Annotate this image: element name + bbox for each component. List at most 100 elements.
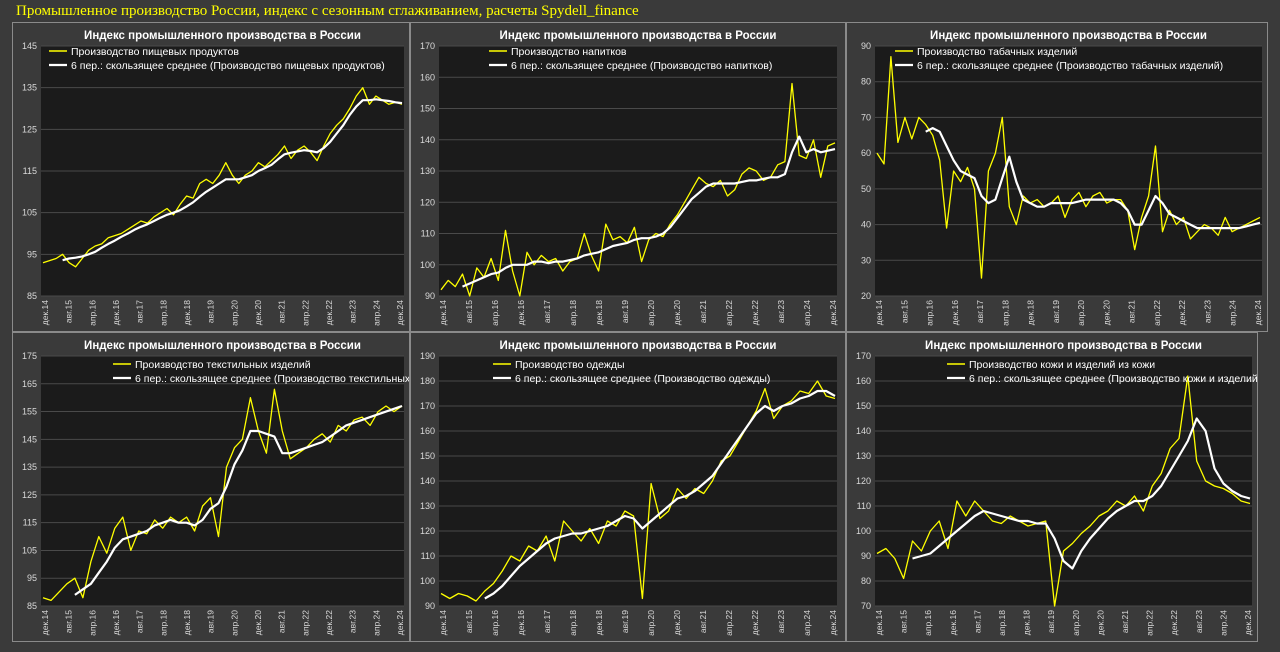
y-tick-label: 105	[22, 545, 37, 555]
x-tick-label: авг.15	[899, 610, 909, 633]
x-tick-label: авг.17	[135, 300, 145, 323]
x-tick-label: авг.19	[620, 300, 630, 323]
y-tick-label: 95	[27, 573, 37, 583]
x-tick-label: апр.20	[229, 300, 239, 326]
x-tick-label: дек.14	[438, 300, 448, 325]
legend-entry: 6 пер.: скользящее среднее (Производство…	[917, 60, 1223, 72]
x-tick-label: авг.23	[1202, 300, 1212, 323]
legend-entry: Производство кожи и изделий из кожи	[969, 359, 1155, 371]
series-line-moving-average	[74, 404, 403, 596]
chart-title: Индекс промышленного производства в Росс…	[500, 30, 777, 42]
x-tick-label: дек.22	[750, 610, 760, 635]
y-tick-label: 145	[22, 434, 37, 444]
x-tick-label: дек.16	[111, 610, 121, 635]
legend-entry: 6 пер.: скользящее среднее (Производство…	[135, 373, 409, 385]
x-tick-label: дек.24	[828, 610, 838, 635]
y-tick-label: 110	[421, 551, 435, 561]
legend-entry: Производство пищевых продуктов	[71, 46, 239, 58]
y-tick-label: 170	[420, 41, 435, 51]
chart-title: Индекс промышленного производства в Росс…	[930, 30, 1207, 42]
x-tick-label: апр.22	[300, 610, 310, 636]
x-tick-label: апр.24	[371, 300, 381, 326]
x-tick-label: авг.17	[135, 610, 145, 633]
series-line-raw	[876, 56, 1261, 279]
y-tick-label: 70	[861, 601, 871, 611]
x-tick-label: дек.16	[111, 300, 121, 325]
y-tick-label: 165	[22, 379, 37, 389]
y-tick-label: 85	[27, 601, 37, 611]
x-tick-label: авг.15	[899, 300, 909, 323]
x-tick-label: авг.21	[1127, 300, 1137, 323]
x-tick-label: апр.20	[229, 610, 239, 636]
y-tick-label: 20	[861, 291, 871, 301]
x-tick-label: апр.16	[923, 610, 933, 636]
y-tick-label: 110	[857, 501, 871, 511]
x-tick-label: авг.23	[776, 300, 786, 323]
x-tick-label: дек.18	[182, 610, 192, 635]
y-tick-label: 130	[420, 501, 435, 511]
y-tick-label: 40	[861, 220, 871, 230]
legend-entry: Производство табачных изделий	[917, 46, 1077, 58]
x-tick-label: дек.24	[395, 300, 405, 325]
y-tick-label: 120	[856, 476, 871, 486]
x-tick-label: авг.21	[1120, 610, 1130, 633]
x-tick-label: апр.22	[1145, 610, 1155, 636]
x-tick-label: дек.16	[948, 610, 958, 635]
x-tick-label: дек.22	[750, 300, 760, 325]
y-tick-label: 80	[861, 576, 871, 586]
y-tick-label: 150	[420, 451, 435, 461]
y-tick-label: 130	[856, 451, 871, 461]
x-tick-label: апр.22	[300, 300, 310, 326]
plot-area	[41, 356, 404, 606]
y-tick-label: 95	[27, 249, 37, 259]
x-tick-label: дек.18	[594, 610, 604, 635]
series-line-raw	[876, 375, 1251, 607]
x-tick-label: дек.20	[672, 610, 682, 635]
y-tick-label: 170	[856, 351, 871, 361]
y-tick-label: 170	[420, 401, 435, 411]
x-tick-label: дек.22	[1177, 300, 1187, 325]
x-tick-label: апр.20	[646, 300, 656, 326]
legend-entry: Производство одежды	[515, 359, 625, 371]
x-tick-label: авг.19	[206, 610, 216, 633]
x-tick-label: авг.15	[464, 300, 474, 323]
chart-title: Индекс промышленного производства в Росс…	[84, 340, 361, 352]
x-tick-label: авг.17	[542, 610, 552, 633]
x-tick-label: апр.20	[646, 610, 656, 636]
x-tick-label: апр.18	[997, 610, 1007, 636]
x-tick-label: дек.16	[950, 300, 960, 325]
chart-title: Индекс промышленного производства в Росс…	[84, 30, 361, 42]
legend-entry: Производство текстильных изделий	[135, 359, 311, 371]
y-tick-label: 180	[420, 376, 435, 386]
x-tick-label: дек.24	[395, 610, 405, 635]
legend-entry: 6 пер.: скользящее среднее (Производство…	[511, 60, 772, 72]
y-tick-label: 100	[420, 576, 435, 586]
x-tick-label: апр.24	[1228, 300, 1238, 326]
y-tick-label: 115	[23, 166, 37, 176]
x-tick-label: апр.22	[724, 300, 734, 326]
x-tick-label: дек.16	[516, 610, 526, 635]
x-tick-label: авг.17	[972, 610, 982, 633]
x-tick-label: авг.19	[206, 300, 216, 323]
legend-entry: Производство напитков	[511, 46, 627, 58]
y-tick-label: 90	[861, 551, 871, 561]
x-tick-label: дек.18	[182, 300, 192, 325]
legend-entry: 6 пер.: скользящее среднее (Производство…	[969, 373, 1257, 385]
x-tick-label: апр.16	[87, 300, 97, 326]
chart-panel-food: Индекс промышленного производства в Росс…	[12, 22, 410, 332]
x-tick-label: дек.20	[253, 300, 263, 325]
x-tick-label: апр.16	[87, 610, 97, 636]
x-tick-label: дек.18	[1022, 610, 1032, 635]
x-tick-label: апр.22	[724, 610, 734, 636]
x-tick-label: дек.14	[40, 300, 50, 325]
x-tick-label: дек.14	[874, 300, 884, 325]
y-tick-label: 125	[22, 490, 37, 500]
y-tick-label: 90	[425, 291, 435, 301]
chart-panel-clothing: Индекс промышленного производства в Росс…	[410, 332, 846, 642]
y-tick-label: 90	[425, 601, 435, 611]
chart-svg: Индекс промышленного производства в Росс…	[420, 30, 838, 326]
x-tick-label: апр.20	[1071, 610, 1081, 636]
y-tick-label: 160	[420, 426, 435, 436]
y-tick-label: 140	[420, 135, 435, 145]
y-tick-label: 80	[861, 77, 871, 87]
